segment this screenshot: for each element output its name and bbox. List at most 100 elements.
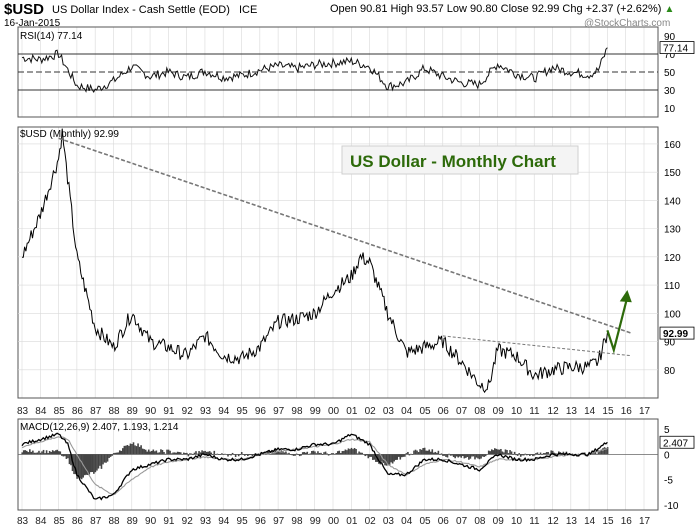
macd-x-tick-label: 89 (127, 516, 139, 527)
macd-histogram-bar (48, 450, 51, 455)
price-x-tick-label: 10 (511, 406, 523, 417)
exchange-label: ICE (239, 4, 258, 16)
macd-histogram-bar (172, 452, 174, 455)
price-y-tick-label: 130 (664, 225, 681, 236)
macd-histogram-bar (83, 454, 86, 476)
macd-histogram-bar (39, 452, 42, 455)
macd-histogram-bar (175, 452, 177, 455)
macd-histogram-bar (461, 454, 464, 456)
macd-histogram-bar (38, 450, 40, 455)
macd-histogram-bar (314, 451, 316, 455)
macd-histogram-bar (343, 450, 345, 455)
price-y-tick-label: 90 (664, 338, 676, 349)
macd-histogram-bar (606, 447, 609, 455)
macd-histogram-bar (256, 453, 258, 455)
rsi-panel: 90 70 50 30 10 RSI(14) 77.14 77.14 (17, 26, 695, 118)
macd-histogram-bar (306, 451, 309, 455)
macd-histogram-bar (593, 453, 595, 455)
macd-histogram-bar (143, 449, 145, 455)
macd-histogram-bar (247, 454, 249, 457)
macd-histogram-bar (457, 454, 460, 458)
macd-histogram-bar (297, 454, 299, 455)
price-current-value: 92.99 (663, 329, 688, 340)
macd-histogram-bar (562, 451, 565, 455)
price-x-tick-label: 05 (419, 406, 431, 417)
macd-histogram-bar (122, 448, 124, 455)
macd-histogram-bar (158, 452, 161, 455)
macd-histogram-bar (90, 454, 92, 473)
macd-histogram-bar (477, 454, 479, 459)
macd-histogram-bar (199, 452, 202, 455)
price-x-tick-label: 02 (365, 406, 377, 417)
macd-histogram-bar (321, 454, 324, 455)
macd-histogram-bar (600, 449, 603, 455)
macd-histogram-bar (56, 449, 59, 455)
macd-histogram-bar (492, 450, 495, 455)
macd-histogram-bar (481, 454, 484, 457)
macd-histogram-bar (207, 451, 209, 455)
macd-histogram-bar (545, 452, 548, 455)
macd-x-tick-label: 83 (17, 516, 29, 527)
price-x-tick-label: 97 (273, 406, 285, 417)
macd-histogram-bar (521, 454, 524, 456)
macd-histogram-bar (536, 452, 539, 455)
macd-histogram-bar (182, 452, 185, 455)
macd-histogram-bar (367, 454, 370, 459)
price-title: $USD (Monthly) 92.99 (20, 129, 119, 140)
macd-histogram-bar (391, 454, 394, 464)
price-y-tick-label: 160 (664, 140, 681, 151)
macd-histogram-bar (542, 453, 545, 455)
macd-histogram-bar (154, 451, 156, 455)
macd-histogram-bar (134, 445, 136, 455)
macd-histogram-bar (443, 454, 446, 456)
price-y-tick-label: 120 (664, 253, 681, 264)
macd-histogram-bar (152, 449, 155, 455)
price-x-tick-label: 92 (182, 406, 194, 417)
macd-x-tick-label: 87 (90, 516, 102, 527)
macd-histogram-bar (429, 451, 432, 455)
macd-histogram-bar (352, 449, 354, 455)
macd-histogram-bar (379, 454, 382, 465)
macd-histogram-bar (41, 451, 43, 455)
macd-histogram-bar (228, 454, 231, 456)
macd-histogram-bar (425, 450, 427, 455)
price-x-tick-label: 99 (310, 406, 322, 417)
macd-histogram-bar (221, 453, 223, 455)
macd-histogram-bar (163, 452, 165, 455)
macd-histogram-bar (237, 454, 240, 457)
macd-histogram-bar (61, 454, 63, 456)
macd-histogram-bar (96, 454, 98, 471)
macd-histogram-bar (533, 454, 536, 456)
macd-histogram-bar (196, 453, 199, 455)
macd-histogram-bar (103, 454, 106, 463)
macd-histogram-bar (146, 451, 149, 455)
macd-histogram-bar (236, 454, 238, 455)
macd-histogram-bar (487, 450, 490, 455)
macd-histogram-bar (126, 444, 129, 455)
macd-histogram-bar (286, 453, 289, 455)
macd-current-value: 2.407 (663, 438, 688, 449)
macd-histogram-bar (204, 450, 206, 455)
macd-histogram-bar (106, 454, 109, 462)
macd-histogram-bar (370, 454, 373, 457)
price-x-tick-label: 06 (438, 406, 450, 417)
macd-histogram-bar (422, 448, 424, 455)
macd-histogram-bar (202, 451, 205, 455)
macd-histogram-bar (186, 452, 188, 455)
macd-histogram-bar (144, 449, 147, 455)
macd-x-tick-label: 01 (346, 516, 358, 527)
macd-histogram-bar (330, 453, 333, 455)
macd-histogram-bar (208, 451, 211, 455)
macd-histogram-bar (57, 451, 60, 455)
macd-histogram-bar (382, 454, 385, 463)
macd-histogram-bar (350, 447, 353, 455)
macd-histogram-bar (123, 445, 126, 455)
quote-line: Open 90.81 High 93.57 Low 90.80 Close 92… (330, 3, 674, 15)
macd-histogram-bar (404, 454, 406, 457)
macd-histogram-bar (501, 451, 504, 455)
macd-histogram-bar (474, 454, 476, 460)
macd-histogram-bar (538, 454, 540, 455)
macd-histogram-bar (454, 454, 456, 459)
rsi-title: RSI(14) 77.14 (20, 31, 83, 42)
price-x-tick-label: 95 (237, 406, 249, 417)
